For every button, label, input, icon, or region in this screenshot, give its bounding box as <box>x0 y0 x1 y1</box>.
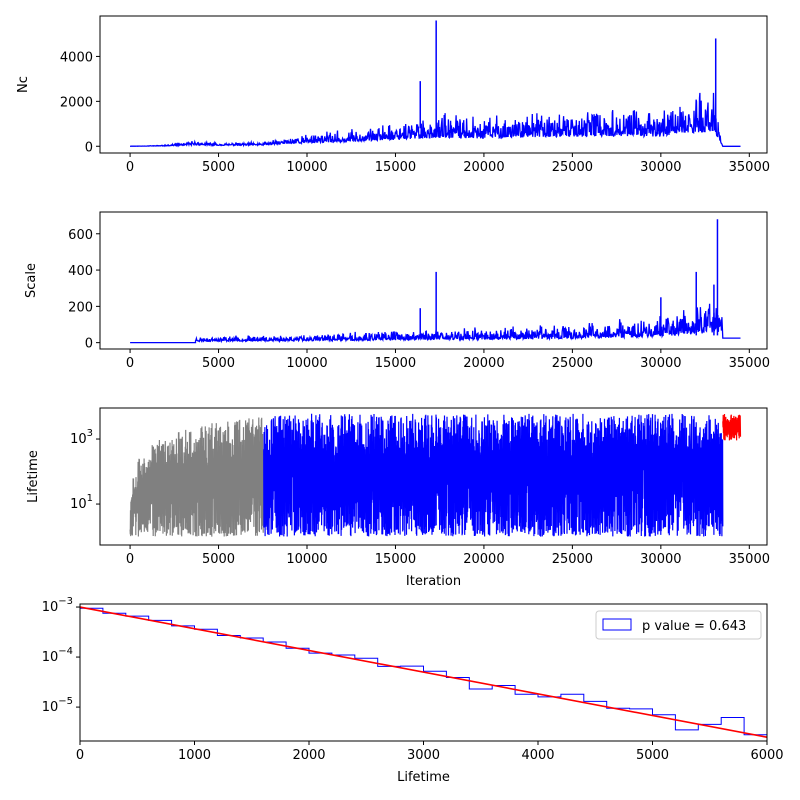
x-tick-label: 30000 <box>640 356 681 371</box>
y-tick-label: 0 <box>85 140 93 155</box>
chart-lifetime: 0 5000 10000 15000 20000 25000 30000 35000 101 10… <box>26 407 770 589</box>
lifetime-series-main <box>263 413 724 537</box>
x-tick-label: 5000 <box>202 160 235 175</box>
x-tick-label: 25000 <box>552 552 593 567</box>
x-tick-label: 0 <box>126 160 134 175</box>
legend-box <box>595 610 762 640</box>
x-axis-label: Iteration <box>406 574 461 589</box>
x-tick-label: 5000 <box>202 552 235 567</box>
x-tick-label: 0 <box>126 356 134 371</box>
x-tick-label: 35000 <box>729 552 770 567</box>
x-tick-label: 35000 <box>729 356 770 371</box>
x-tick-label: 30000 <box>640 160 681 175</box>
axes-frame <box>99 211 768 350</box>
x-tick-label: 10000 <box>286 160 327 175</box>
axes-frame <box>99 407 768 546</box>
y-tick-label: 4000 <box>60 50 93 65</box>
scale-series-line <box>130 303 741 344</box>
x-tick-label: 20000 <box>463 552 504 567</box>
x-tick-label: 15000 <box>375 552 416 567</box>
x-tick-label: 25000 <box>552 356 593 371</box>
x-tick-label: 20000 <box>463 356 504 371</box>
x-axis-label: Lifetime <box>397 770 450 785</box>
x-tick-label: 3000 <box>407 748 440 763</box>
x-tick-label: 0 <box>126 552 134 567</box>
x-tick-label: 5000 <box>202 356 235 371</box>
x-tick-label: 15000 <box>375 160 416 175</box>
y-tick-label: 10−5 <box>42 696 73 715</box>
x-tick-label: 25000 <box>552 160 593 175</box>
x-tick-label: 35000 <box>729 160 770 175</box>
x-tick-label: 0 <box>76 748 84 763</box>
chart-nc: 0 5000 10000 15000 20000 25000 30000 35000 0 2000… <box>16 15 770 175</box>
y-tick-label: 2000 <box>60 95 93 110</box>
legend-swatch <box>602 618 632 631</box>
y-tick-label: 103 <box>70 428 93 447</box>
chart-histogram: 0 1000 2000 3000 4000 5000 6000 10−5 10−4 10−3 Lif… <box>42 596 784 785</box>
chart-scale: 0 5000 10000 15000 20000 25000 30000 35000 0 200 4… <box>24 211 770 371</box>
y-tick-label: 200 <box>68 300 93 315</box>
x-tick-label: 10000 <box>286 552 327 567</box>
y-tick-label: 400 <box>68 264 93 279</box>
x-tick-label: 6000 <box>750 748 783 763</box>
x-tick-label: 30000 <box>640 552 681 567</box>
x-tick-label: 5000 <box>636 748 669 763</box>
y-tick-label: 10−3 <box>42 596 73 615</box>
y-axis-label: Scale <box>24 263 39 298</box>
x-tick-label: 4000 <box>521 748 554 763</box>
x-tick-label: 2000 <box>292 748 325 763</box>
y-tick-label: 101 <box>70 493 93 512</box>
lifetime-series-tail <box>722 413 742 441</box>
y-axis-label: Nc <box>16 76 31 93</box>
lifetime-series-group <box>129 413 742 537</box>
y-tick-label: 0 <box>85 337 93 352</box>
y-axis-label: Lifetime <box>26 450 41 503</box>
y-tick-label: 10−4 <box>42 646 73 665</box>
x-tick-label: 10000 <box>286 356 327 371</box>
x-tick-label: 1000 <box>178 748 211 763</box>
axes-frame <box>99 15 768 154</box>
histogram-step <box>79 607 768 741</box>
nc-series-line <box>130 92 741 148</box>
x-tick-label: 20000 <box>463 160 504 175</box>
x-tick-label: 15000 <box>375 356 416 371</box>
y-tick-label: 600 <box>68 228 93 243</box>
fit-line <box>79 606 768 738</box>
legend-label: p value = 0.643 <box>642 619 746 634</box>
lifetime-series-burn-in <box>129 417 265 537</box>
legend: p value = 0.643 <box>595 610 762 640</box>
